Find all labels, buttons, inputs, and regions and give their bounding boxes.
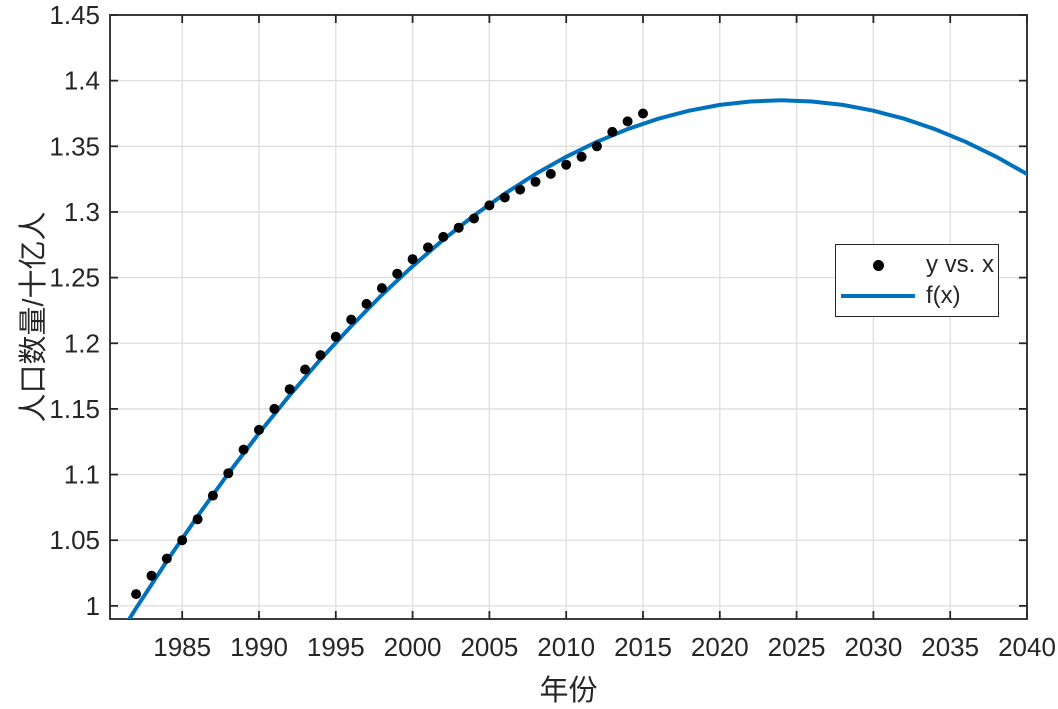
axis-ticks <box>110 14 1028 619</box>
data-point <box>131 589 142 600</box>
legend-entry-line: f(x) <box>836 281 998 312</box>
data-point <box>238 444 249 455</box>
data-point <box>469 213 479 224</box>
line-marker-icon <box>841 294 915 298</box>
data-point <box>146 570 157 581</box>
x-tick-label: 2005 <box>460 632 518 662</box>
data-point <box>346 314 357 325</box>
x-axis-label: 年份 <box>539 675 598 707</box>
x-tick-label: 2010 <box>537 632 595 662</box>
scatter-series <box>131 108 648 600</box>
data-point <box>161 553 172 564</box>
x-tick-label: 2025 <box>768 632 826 662</box>
data-point <box>607 126 618 137</box>
y-tick-labels: 1 1.05 1.1 1.15 1.2 1.25 1.3 1.35 1.4 1.45 <box>49 0 100 621</box>
legend-icon-cell <box>836 294 920 298</box>
grid <box>110 14 1028 619</box>
x-tick-label: 2030 <box>844 632 902 662</box>
data-point <box>576 151 587 162</box>
legend-label-scatter: y vs. x <box>926 251 995 278</box>
data-point <box>392 268 403 279</box>
data-point <box>407 254 418 265</box>
axes-box <box>109 14 1028 620</box>
y-tick-label: 1 <box>86 591 100 621</box>
data-point <box>330 331 341 342</box>
y-tick-label: 1.4 <box>64 66 100 96</box>
legend-entry-scatter: y vs. x <box>836 250 998 281</box>
x-tick-label: 2000 <box>384 632 442 662</box>
data-point <box>269 403 280 414</box>
y-tick-label: 1.35 <box>49 131 100 161</box>
x-tick-label: 2015 <box>614 632 672 662</box>
data-point <box>638 108 648 119</box>
data-point <box>207 490 218 501</box>
data-point <box>177 535 188 546</box>
data-point <box>223 468 234 479</box>
data-point <box>300 364 311 375</box>
x-tick-label: 1985 <box>153 632 211 662</box>
data-point <box>192 514 203 525</box>
dot-marker-icon <box>872 259 884 271</box>
data-point <box>530 176 541 187</box>
data-point <box>453 222 464 233</box>
y-tick-label: 1.15 <box>49 394 100 424</box>
legend-label-line: f(x) <box>926 282 961 309</box>
legend: y vs. x f(x) <box>835 244 999 317</box>
x-tick-labels: 1985 1990 1995 2000 2005 2010 2015 2020 2025 2030… <box>153 632 1056 662</box>
y-axis-label: 人口数量/十亿人 <box>18 211 50 423</box>
data-point <box>591 141 602 152</box>
x-tick-label: 1995 <box>307 632 365 662</box>
y-tick-label: 1.1 <box>64 460 100 490</box>
data-point <box>622 116 633 127</box>
x-tick-label: 1990 <box>230 632 288 662</box>
y-tick-label: 1.05 <box>49 525 100 555</box>
x-tick-label: 2040 <box>998 632 1056 662</box>
data-point <box>376 283 387 294</box>
data-point <box>545 168 556 179</box>
y-tick-label: 1.45 <box>49 0 100 30</box>
fit-line <box>126 98 1027 619</box>
data-point <box>284 384 295 395</box>
y-tick-label: 1.25 <box>49 263 100 293</box>
data-point <box>361 298 372 309</box>
data-point <box>254 424 264 435</box>
x-tick-label: 2035 <box>921 632 979 662</box>
data-point <box>423 242 433 253</box>
data-point <box>515 184 526 195</box>
data-point <box>484 200 495 211</box>
data-point <box>499 192 510 203</box>
data-point <box>561 159 572 170</box>
x-tick-label: 2020 <box>691 632 749 662</box>
y-tick-label: 1.2 <box>64 328 100 358</box>
y-tick-label: 1.3 <box>64 197 100 227</box>
legend-icon-cell <box>836 259 920 271</box>
data-point <box>315 350 326 361</box>
data-point <box>438 231 449 242</box>
